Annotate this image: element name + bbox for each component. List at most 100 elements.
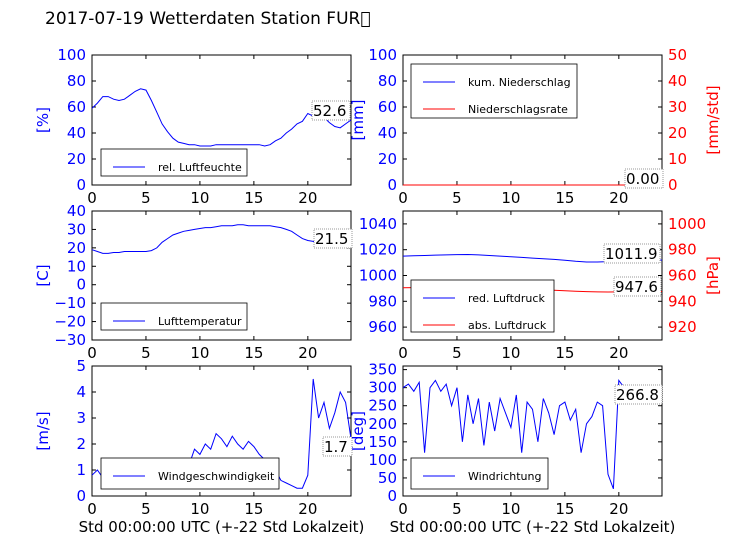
legend: [100, 457, 280, 490]
x-tick-label: 5: [452, 500, 462, 518]
x-tick-label: 0: [398, 189, 408, 207]
x-tick-label: 0: [87, 189, 97, 207]
y-tick-label: 30: [67, 220, 86, 238]
y-tick-label: 40: [378, 124, 397, 142]
y-tick-label: 4: [76, 383, 86, 401]
x-tick-label: 0: [87, 500, 97, 518]
y-tick-label: 1000: [359, 267, 397, 285]
y-right-tick-label: 0: [668, 176, 678, 194]
legend: [410, 279, 555, 333]
value-annotation: 947.6: [615, 278, 658, 296]
legend-label: Niederschlagsrate: [468, 103, 568, 116]
legend-label: Windrichtung: [468, 470, 541, 483]
x-tick-label: 10: [501, 189, 520, 207]
y-tick-label: 2: [76, 435, 86, 453]
y-tick-label: 40: [67, 202, 86, 220]
y-right-axis-label: [hPa]: [704, 256, 722, 295]
value-annotation-box: [322, 436, 353, 457]
y-tick-label: 20: [67, 150, 86, 168]
legend: [100, 148, 248, 177]
series-line: [402, 378, 663, 489]
y-tick-label: −30: [54, 331, 86, 349]
x-tick-label: 5: [452, 344, 462, 362]
y-tick-label: 0: [387, 487, 397, 505]
y-tick-label: 40: [67, 124, 86, 142]
series-line: [91, 224, 351, 254]
y-axis-label: [C]: [34, 264, 52, 286]
y-tick-label: 1: [76, 461, 86, 479]
x-tick-label: 20: [298, 500, 317, 518]
x-tick-label: 20: [298, 189, 317, 207]
x-tick-label: 5: [452, 189, 462, 207]
x-axis-label: Std 00:00:00 UTC (+-22 Std Lokalzeit): [79, 518, 365, 536]
legend-label: rel. Luftfeuchte: [158, 161, 242, 174]
value-annotation-box: [624, 168, 664, 189]
x-tick-label: 15: [555, 344, 574, 362]
x-tick-label: 10: [501, 500, 520, 518]
value-annotation-box: [614, 384, 663, 405]
x-tick-label: 15: [555, 500, 574, 518]
y-tick-label: 100: [368, 451, 397, 469]
y-tick-label: 3: [76, 409, 86, 427]
x-tick-label: 0: [87, 344, 97, 362]
x-tick-label: 10: [190, 344, 209, 362]
x-tick-label: 10: [190, 500, 209, 518]
value-annotation: 52.6: [313, 102, 346, 120]
y-tick-label: 1040: [359, 215, 397, 233]
value-annotation-box: [603, 243, 661, 264]
value-annotation-box: [311, 100, 351, 121]
y-tick-label: 60: [67, 98, 86, 116]
y-tick-label: 80: [378, 72, 397, 90]
y-tick-label: 50: [378, 469, 397, 487]
figure-title: 2017-07-19 Wetterdaten Station FUR : [45, 9, 371, 29]
y-tick-label: 100: [368, 46, 397, 64]
legend-label: red. Luftdruck: [468, 292, 545, 305]
y-right-tick-label: 10: [668, 150, 687, 168]
y-tick-label: 200: [368, 415, 397, 433]
x-axis-label: Std 00:00:00 UTC (+-22 Std Lokalzeit): [390, 518, 676, 536]
y-tick-label: 0: [387, 176, 397, 194]
value-annotation: 21.5: [315, 230, 348, 248]
legend: [410, 457, 549, 490]
y-axis-label: [deg]: [349, 411, 367, 451]
y-tick-label: 150: [368, 433, 397, 451]
y-tick-label: 0: [76, 176, 86, 194]
y-tick-label: 300: [368, 379, 397, 397]
x-tick-label: 0: [398, 344, 408, 362]
value-annotation: 266.8: [616, 386, 659, 404]
y-tick-label: 80: [67, 72, 86, 90]
y-axis-label: [%]: [34, 107, 52, 133]
y-tick-label: 960: [368, 318, 397, 336]
series-line: [91, 88, 352, 147]
y-tick-label: 0: [76, 487, 86, 505]
value-annotation: 1011.9: [605, 245, 658, 263]
y-right-tick-label: 50: [668, 46, 687, 64]
x-tick-label: 15: [244, 189, 263, 207]
legend-label: abs. Luftdruck: [468, 319, 547, 332]
x-tick-label: 5: [141, 500, 151, 518]
y-right-tick-label: 40: [668, 72, 687, 90]
y-tick-label: −20: [54, 313, 86, 331]
y-tick-label: −10: [54, 294, 86, 312]
y-right-axis-label: [mm/std]: [704, 85, 722, 154]
y-tick-label: 100: [57, 46, 86, 64]
x-tick-label: 5: [141, 344, 151, 362]
y-right-tick-label: 1000: [668, 215, 706, 233]
x-tick-label: 20: [609, 500, 628, 518]
x-tick-label: 15: [244, 344, 263, 362]
legend: [100, 302, 248, 331]
y-tick-label: 250: [368, 397, 397, 415]
y-right-tick-label: 30: [668, 98, 687, 116]
value-annotation-box: [613, 276, 662, 297]
x-tick-label: 15: [244, 500, 263, 518]
y-right-tick-label: 20: [668, 124, 687, 142]
y-tick-label: 980: [368, 292, 397, 310]
x-tick-label: 5: [141, 189, 151, 207]
y-right-tick-label: 960: [668, 267, 697, 285]
legend-label: kum. Niederschlag: [468, 76, 571, 89]
y-tick-label: 60: [378, 98, 397, 116]
plot-frame: [91, 210, 352, 341]
y-axis-label: [mm]: [349, 100, 367, 141]
y-tick-label: 20: [67, 239, 86, 257]
